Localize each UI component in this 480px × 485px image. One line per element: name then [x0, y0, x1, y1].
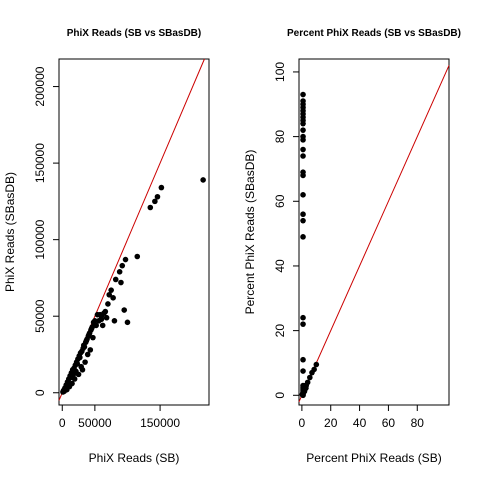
data-point	[200, 177, 206, 183]
data-point	[300, 91, 306, 98]
x-tick-label: 0	[59, 416, 66, 430]
data-point	[99, 322, 106, 329]
data-point	[300, 172, 306, 179]
plot-frame	[298, 58, 450, 406]
data-point	[77, 354, 83, 361]
data-point	[300, 192, 306, 198]
x-tick-label: 50000	[78, 416, 112, 430]
data-point	[110, 295, 116, 301]
y-tick-label: 20	[273, 324, 287, 338]
data-point	[61, 388, 68, 395]
y-tick-label: 100000	[33, 219, 47, 259]
data-point	[124, 319, 131, 326]
data-point	[122, 256, 129, 263]
panel-percent-phix-reads: Percent PhiX Reads (SB vs SBasDB) 0 20 40 6…	[243, 28, 461, 465]
data-point	[90, 334, 96, 341]
x-tick-label: 150000	[140, 416, 180, 430]
data-point	[158, 184, 165, 191]
data-point	[303, 385, 309, 391]
data-point	[300, 217, 306, 224]
data-point	[87, 347, 94, 353]
data-point	[84, 351, 91, 358]
data-point	[300, 211, 306, 218]
data-point	[95, 317, 102, 324]
points-group	[60, 177, 206, 395]
data-point	[83, 337, 90, 344]
data-point	[119, 262, 126, 269]
data-point	[86, 331, 92, 338]
y-tick-label: 0	[273, 392, 287, 399]
y-tick-label: 40	[273, 259, 287, 273]
data-point	[300, 153, 306, 159]
y-axis: 0 50000 100000 150000 200000	[33, 66, 60, 396]
data-point	[121, 307, 128, 313]
data-point	[300, 146, 306, 153]
data-point	[300, 356, 306, 363]
data-point	[300, 127, 306, 133]
data-point	[300, 368, 306, 374]
data-point	[154, 193, 161, 200]
data-point	[65, 379, 71, 385]
y-tick-label: 200000	[33, 66, 47, 106]
data-point	[300, 234, 306, 240]
data-point	[307, 374, 313, 381]
points-group	[299, 91, 320, 399]
data-point	[147, 204, 154, 211]
data-point	[74, 360, 81, 367]
data-point	[98, 313, 105, 320]
chart-title: Percent PhiX Reads (SB vs SBasDB)	[287, 28, 461, 39]
data-point	[152, 198, 158, 205]
reference-line-group	[298, 65, 450, 402]
data-point	[134, 253, 141, 260]
x-tick-label: 40	[353, 416, 367, 430]
y-tick-label: 60	[273, 194, 287, 208]
data-point	[304, 379, 311, 386]
y-tick-label: 50000	[33, 299, 47, 333]
data-point	[311, 366, 317, 373]
data-point	[116, 269, 123, 275]
data-point	[300, 137, 306, 143]
data-point	[67, 374, 74, 381]
y-tick-label: 100	[273, 62, 287, 82]
y-axis-label: Percent PhiX Reads (SBasDB)	[243, 150, 257, 315]
data-point	[112, 276, 119, 283]
data-point	[92, 317, 98, 324]
x-tick-label: 80	[411, 416, 425, 430]
reference-line	[298, 65, 450, 402]
chart-title: PhiX Reads (SB vs SBasDB)	[67, 28, 202, 39]
data-point	[111, 317, 118, 324]
y-tick-label: 80	[273, 130, 287, 144]
x-axis: 0 20 40 60 80	[299, 404, 425, 430]
y-axis: 0 20 40 60 80 100	[273, 62, 300, 399]
x-axis-label: PhiX Reads (SB)	[89, 451, 180, 465]
data-point	[118, 279, 124, 286]
data-point	[108, 287, 114, 293]
data-point	[300, 120, 306, 127]
y-tick-label: 0	[33, 389, 47, 396]
y-axis-label: PhiX Reads (SBasDB)	[3, 172, 17, 292]
data-point	[105, 301, 111, 307]
y-tick-label: 150000	[33, 143, 47, 183]
data-point	[82, 359, 88, 365]
data-point	[106, 291, 113, 298]
x-axis-label: Percent PhiX Reads (SB)	[306, 451, 441, 465]
x-axis: 0 50000 150000	[59, 404, 180, 430]
data-point	[79, 366, 86, 373]
data-point	[300, 321, 306, 327]
data-point	[103, 314, 110, 321]
x-tick-label: 20	[324, 416, 338, 430]
x-tick-label: 60	[382, 416, 396, 430]
x-tick-label: 0	[299, 416, 306, 430]
panel-phix-reads: PhiX Reads (SB vs SBasDB) 0 50000 150000 0…	[3, 28, 210, 465]
data-point	[80, 342, 87, 349]
data-point	[300, 314, 306, 321]
data-point	[88, 325, 95, 332]
data-point	[313, 361, 320, 368]
